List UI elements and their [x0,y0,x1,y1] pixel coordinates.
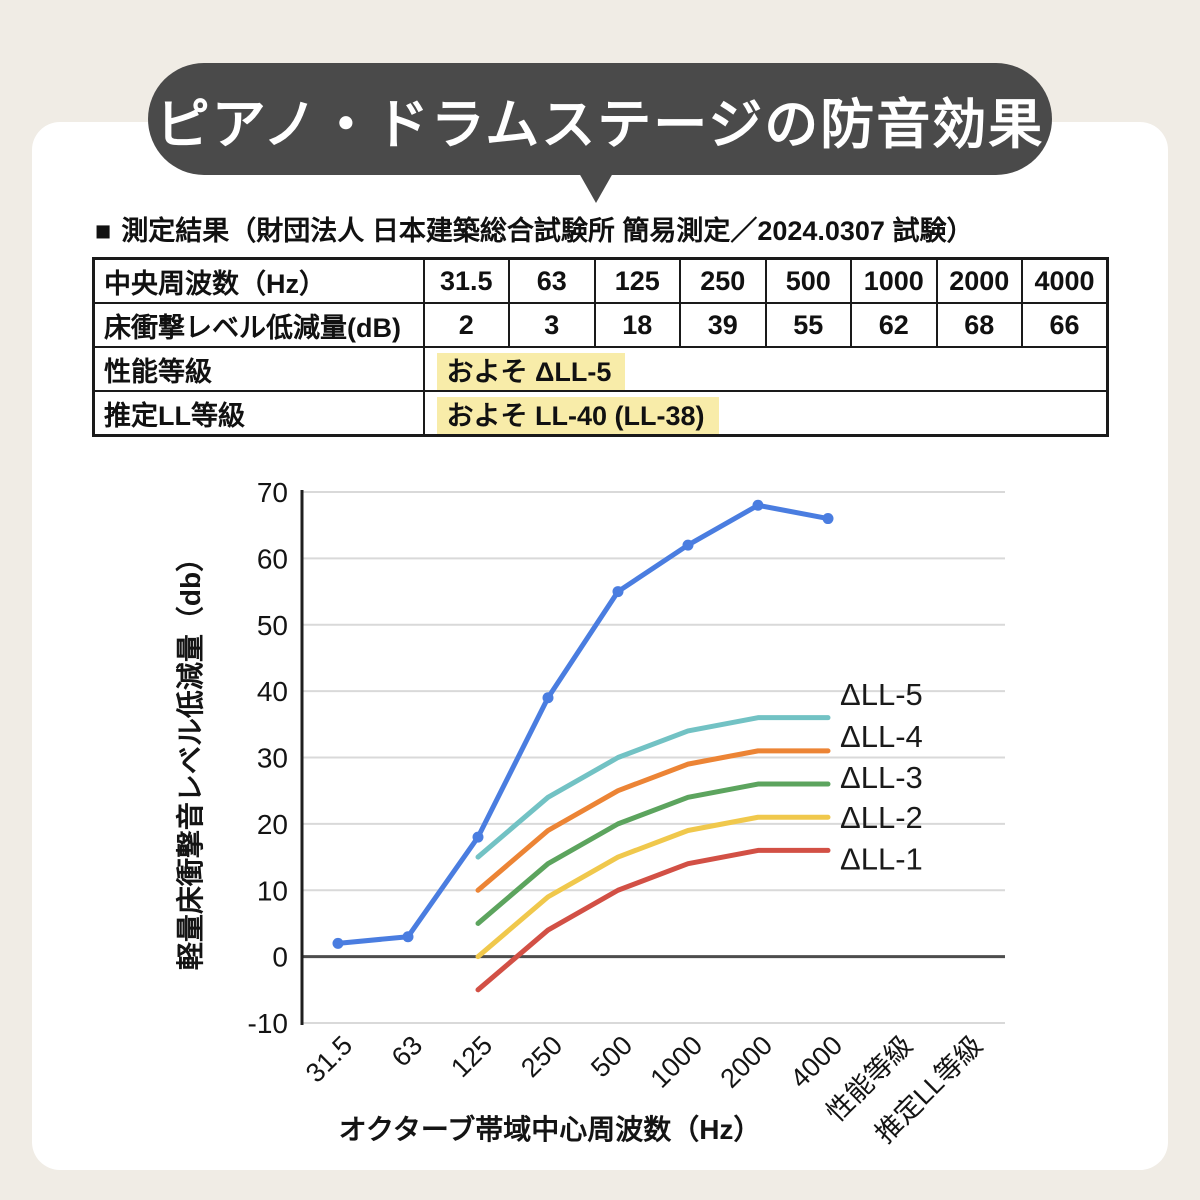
y-tick-label: 70 [257,477,288,508]
value-cell: 250 [679,257,767,304]
series-ΔLL-4 [475,748,831,893]
value-cell: 31.5 [422,257,510,304]
series-measured-series [335,502,831,946]
value-cell: 68 [935,302,1023,348]
y-tick-label: 40 [257,676,288,707]
value-cell: 2 [422,302,510,348]
row-label: 中央周波数（Hz） [92,257,425,304]
value-cell: 1000 [850,257,938,304]
value-cell: 62 [850,302,938,348]
value-cell: 125 [593,257,681,304]
y-tick-label: 30 [257,743,288,774]
line-annotation: ΔLL-1 [840,842,923,877]
table-row: 床衝撃レベル低減量(dB) 2 3 18 39 55 62 68 66 [92,302,1109,348]
x-tick-label: 31.5 [300,1030,358,1088]
x-axis-title: オクターブ帯域中心周波数（Hz） [339,1113,762,1145]
grade-cell: およそ LL-40 (LL-38) [422,390,1109,437]
data-point-marker [752,499,764,511]
results-table: 中央周波数（Hz） 31.5 63 125 250 500 1000 2000 4000 床衝撃レ… [92,257,1109,437]
subtitle-text: 測定結果（財団法人 日本建築総合試験所 簡易測定／2024.0307 試験） [121,216,974,246]
series-ΔLL-2 [475,814,831,960]
highlighted-grade-value: およそ LL-40 (LL-38) [436,396,719,434]
row-label: 性能等級 [92,346,425,392]
value-cell: 2000 [935,257,1023,304]
highlighted-grade-value: およそ ΔLL-5 [436,352,626,389]
title-banner: ピアノ・ドラムステージの防音効果 [148,63,1052,175]
value-cell: 55 [764,302,852,348]
data-point-marker [612,586,624,598]
row-label: 推定LL等級 [92,390,425,437]
measurement-subtitle: ■ 測定結果（財団法人 日本建築総合試験所 簡易測定／2024.0307 試験） [95,209,973,248]
line-annotation: ΔLL-4 [840,719,923,754]
x-tick-label: 1000 [645,1030,709,1094]
series-ΔLL-3 [475,781,831,926]
data-point-marker [332,937,344,949]
x-tick-label: 2000 [715,1030,779,1094]
line-annotation: ΔLL-5 [840,677,923,712]
value-cell: 4000 [1021,257,1109,304]
data-point-marker [472,831,484,843]
y-tick-label: -10 [248,1008,288,1039]
x-tick-label: 500 [585,1030,638,1083]
banner-pointer [579,173,613,203]
value-cell: 3 [508,302,596,348]
y-tick-label: 60 [257,543,288,574]
reduction-chart: 70 60 50 40 30 20 10 0 -10 31.5 63 125 250 500 1000 200… [174,477,1005,1149]
table-row: 性能等級 およそ ΔLL-5 [92,346,1109,392]
value-cell: 39 [679,302,767,348]
x-tick-label: 4000 [785,1030,849,1094]
y-tick-label: 50 [257,610,288,641]
value-cell: 66 [1021,302,1109,348]
row-label: 床衝撃レベル低減量(dB) [92,302,425,348]
table-row: 推定LL等級 およそ LL-40 (LL-38) [92,390,1109,437]
data-point-marker [402,931,414,943]
x-tick-label: 125 [445,1030,498,1083]
value-cell: 18 [593,302,681,348]
data-point-marker [822,513,834,525]
grade-cell: およそ ΔLL-5 [422,346,1109,392]
line-annotation: ΔLL-3 [840,760,923,795]
y-tick-label: 0 [272,942,288,973]
table-row: 中央周波数（Hz） 31.5 63 125 250 500 1000 2000 4000 [92,257,1109,304]
data-point-marker [682,539,694,551]
series-ΔLL-5 [475,715,831,860]
y-axis-title: 軽量床衝撃音レベル低減量（db） [174,544,206,970]
x-tick-label: 250 [515,1030,568,1083]
line-annotation: ΔLL-2 [840,800,923,835]
data-point-marker [542,692,554,704]
x-tick-label: 63 [386,1030,428,1072]
series-ΔLL-1 [475,847,831,993]
y-tick-label: 10 [257,875,288,906]
value-cell: 63 [508,257,596,304]
y-tick-label: 20 [257,809,288,840]
page-title: ピアノ・ドラムステージの防音効果 [155,94,1045,155]
value-cell: 500 [764,257,852,304]
square-bullet-icon: ■ [95,216,112,246]
